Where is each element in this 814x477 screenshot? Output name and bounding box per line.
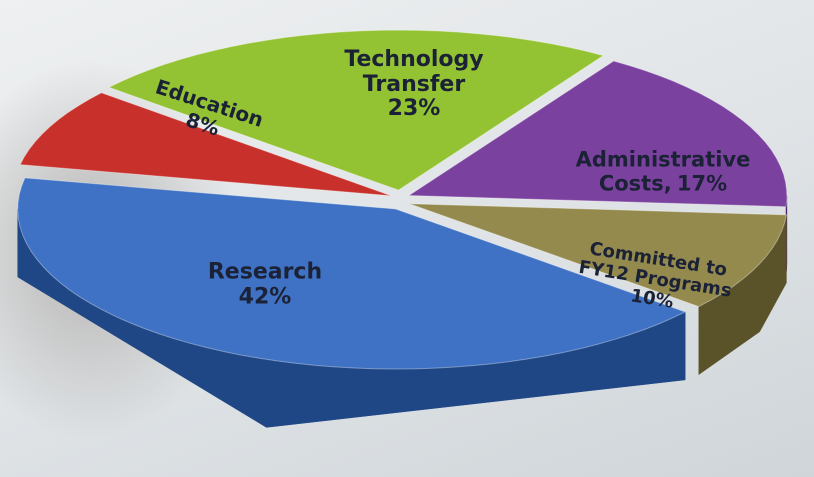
- slice: [17, 177, 687, 370]
- pie-tops: [17, 29, 788, 370]
- category-label: Technology Transfer: [344, 47, 484, 97]
- category-label: Research: [207, 259, 323, 285]
- category-label: Administrative Costs,: [575, 147, 751, 195]
- value-label: 42%: [238, 284, 292, 309]
- slice: [107, 29, 605, 191]
- value-label: 23%: [387, 96, 441, 122]
- value-label: 17%: [676, 171, 728, 195]
- slice: [19, 92, 392, 197]
- slice: [409, 203, 788, 308]
- slice-label: Administrative Costs, 17%: [558, 148, 768, 195]
- slice: [407, 60, 788, 208]
- slice-label: Technology Transfer 23%: [339, 47, 489, 122]
- slice-label: Research 42%: [185, 260, 345, 309]
